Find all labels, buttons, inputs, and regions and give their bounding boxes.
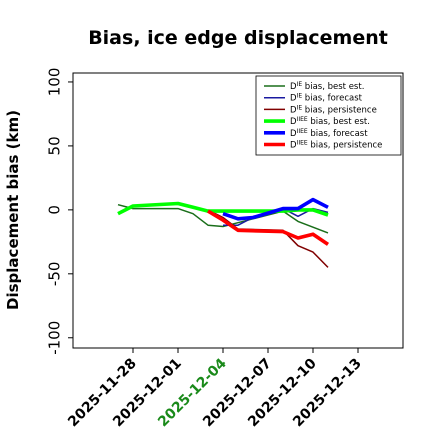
series-layer — [117, 197, 330, 268]
y-tick-label: 100 — [46, 68, 64, 97]
series-line-1 — [117, 203, 329, 234]
y-tick-label: 50 — [46, 136, 64, 155]
y-tick-label: 0 — [46, 205, 64, 215]
legend-box — [255, 75, 402, 156]
series-line-4 — [117, 201, 329, 217]
series-line-5 — [222, 197, 329, 221]
legend: DIE bias, best est.DIE bias, forecastDIE… — [255, 75, 402, 156]
series-line-6 — [207, 209, 330, 246]
legend-entry-5: DIIEE bias, forecast — [290, 128, 368, 139]
plot-frame — [72, 72, 404, 349]
legend-entry-2: DIE bias, forecast — [290, 93, 363, 104]
legend-entry-1: DIE bias, best est. — [290, 81, 364, 92]
y-tick-label: -50 — [46, 262, 64, 287]
legend-entry-6: DIIEE bias, persistence — [290, 140, 382, 151]
legend-entry-3: DIE bias, persistence — [290, 104, 377, 115]
chart-title: Bias, ice edge displacement — [88, 27, 388, 49]
y-axis-label: Displacement bias (km) — [4, 110, 22, 310]
legend-entry-4: DIIEE bias, best est. — [290, 116, 370, 127]
y-tick-label: -100 — [46, 321, 64, 355]
